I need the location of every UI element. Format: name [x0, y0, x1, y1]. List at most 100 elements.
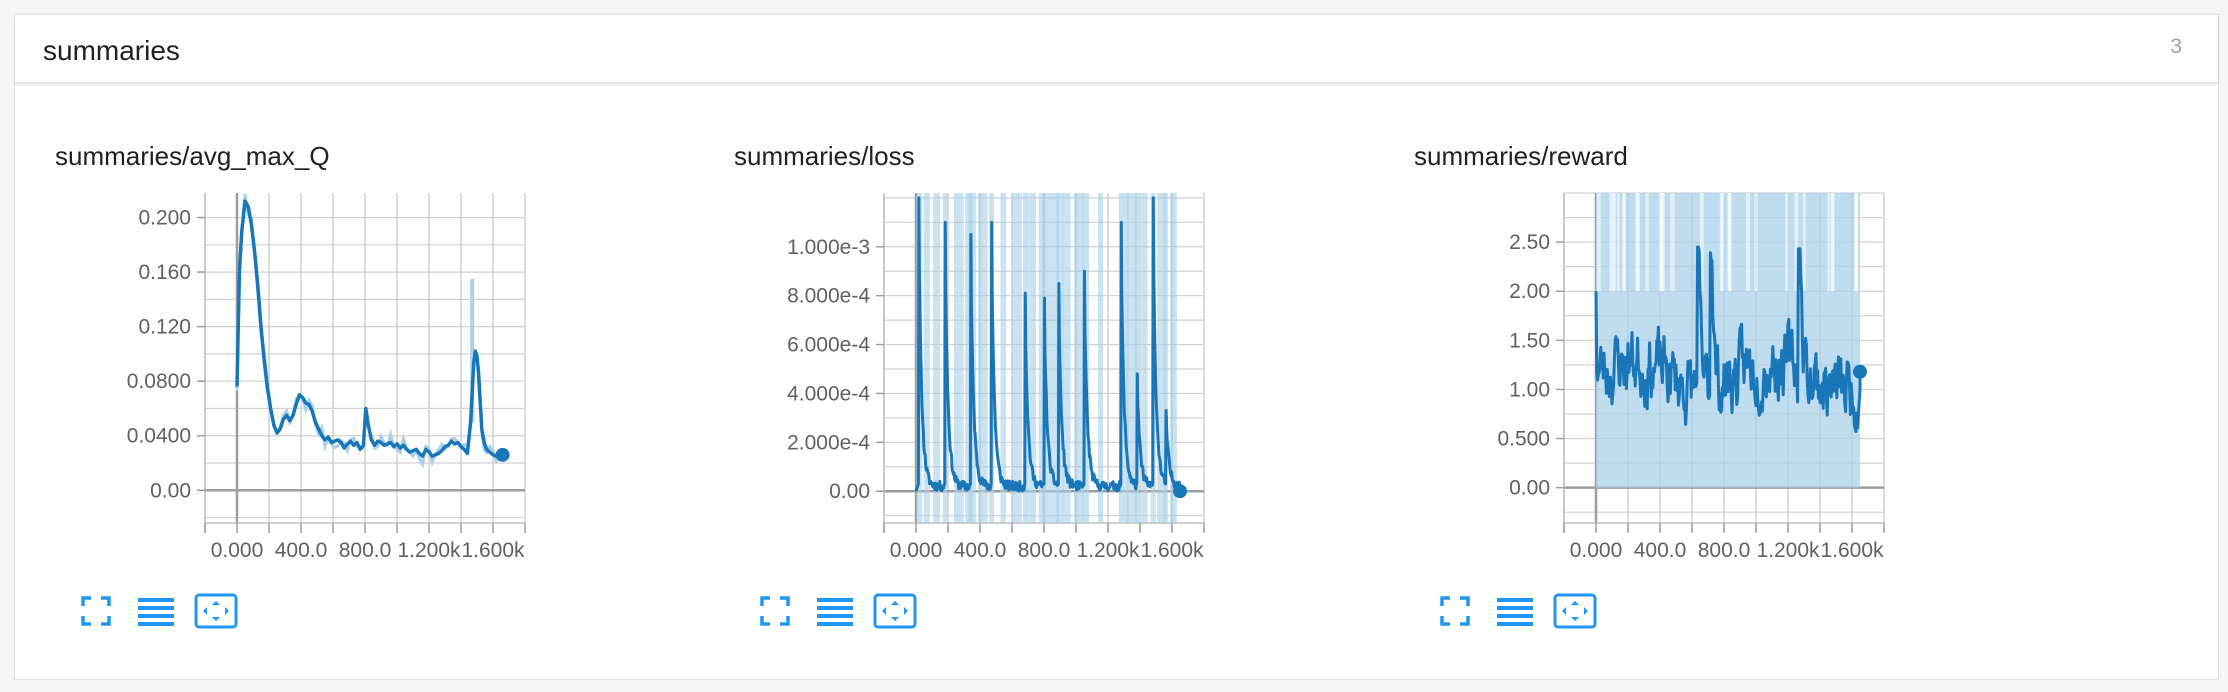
x-tick-label: 1.200k: [1076, 539, 1140, 562]
raw-band: [1170, 193, 1177, 523]
fullscreen-button[interactable]: [1432, 591, 1478, 631]
band-gap: [1636, 193, 1640, 292]
fullscreen-button[interactable]: [752, 591, 798, 631]
raw-band: [1050, 193, 1060, 523]
chart-card-loss: summaries/loss 0.00 2.000e-4 4.000e-4 6.000…: [724, 83, 1374, 673]
x-tick-label: 1.600k: [1820, 539, 1884, 562]
y-tick-label: 0.00: [1509, 477, 1550, 500]
toggle-log-scale-button[interactable]: [133, 591, 179, 631]
x-tick-label: 400.0: [275, 539, 328, 562]
raw-band: [978, 193, 988, 523]
y-tick-label: 1.50: [1509, 329, 1550, 352]
x-tick-label: 1.200k: [1756, 539, 1820, 562]
chart-svg[interactable]: 0.00 2.000e-4 4.000e-4 6.000e-4 8.000e-4 1.00…: [724, 83, 1374, 583]
band-gap: [1754, 193, 1758, 292]
summaries-panel: summaries 3 summaries/avg_max_Q 0.00 0.04…: [14, 14, 2219, 680]
raw-band: [1062, 193, 1071, 523]
y-tick-label: 0.0800: [127, 370, 191, 393]
chart-title: summaries/loss: [734, 141, 915, 171]
band-gap: [1785, 193, 1789, 292]
raw-band: [1011, 193, 1022, 523]
y-tick-label: 1.000e-3: [787, 236, 870, 259]
fit-to-data-icon: [1553, 593, 1597, 629]
band-gap: [1613, 193, 1616, 292]
chart-svg[interactable]: 0.00 0.0400 0.0800 0.120 0.160 0.200 0.000 400.…: [45, 83, 695, 583]
raw-band: [1000, 193, 1007, 523]
panel-title: summaries: [43, 35, 180, 66]
raw-band: [1141, 193, 1148, 523]
x-tick-label: 400.0: [954, 539, 1007, 562]
chart-title: summaries/reward: [1414, 141, 1628, 171]
raw-band: [1134, 193, 1140, 523]
chart-svg[interactable]: 0.00 0.500 1.00 1.50 2.00 2.50 0.000 400.0 800.0…: [1404, 83, 2054, 583]
band-gap: [1827, 193, 1830, 292]
menu-lines-icon: [1497, 598, 1533, 626]
y-tick-label: 0.00: [150, 479, 191, 502]
band-gap: [1854, 193, 1857, 292]
band-gap: [1699, 193, 1704, 292]
fit-domain-button[interactable]: [193, 591, 239, 631]
raw-band: [933, 193, 941, 523]
fit-domain-button[interactable]: [872, 591, 918, 631]
band-gap: [1609, 193, 1615, 292]
fit-to-data-icon: [194, 593, 238, 629]
band-gap: [1794, 193, 1799, 292]
band-gap: [1670, 193, 1675, 292]
y-tick-label: 0.00: [829, 480, 870, 503]
raw-band: [1163, 193, 1169, 523]
y-tick-label: 0.0400: [127, 425, 191, 448]
last-point-marker: [1853, 364, 1867, 379]
x-tick-label: 0.000: [890, 539, 943, 562]
series-line: [914, 196, 1182, 493]
fit-domain-button[interactable]: [1552, 591, 1598, 631]
band-gap: [1802, 193, 1806, 292]
series-line: [1594, 245, 1862, 433]
band-gap: [1719, 193, 1723, 292]
toggle-log-scale-button[interactable]: [1492, 591, 1538, 631]
raw-band: [1157, 193, 1166, 523]
toggle-log-scale-button[interactable]: [812, 591, 858, 631]
plot-area: [1594, 193, 1862, 488]
band-gap: [1645, 193, 1649, 292]
panel-count: 3: [2170, 35, 2182, 58]
x-tick-label: 400.0: [1634, 539, 1687, 562]
panel-header[interactable]: summaries 3: [15, 15, 2218, 83]
y-tick-label: 0.500: [1497, 428, 1550, 451]
raw-band: [923, 193, 930, 523]
band-gap: [1830, 193, 1834, 292]
raw-band: [1126, 193, 1137, 523]
band-gap: [1596, 193, 1601, 292]
chart-card-avg-max-q: summaries/avg_max_Q 0.00 0.0400 0.0800 0.12…: [45, 83, 695, 673]
x-tick-label: 800.0: [1018, 539, 1071, 562]
x-tick-label: 1.200k: [397, 539, 461, 562]
series-line: [235, 199, 504, 458]
raw-band: [1074, 193, 1084, 523]
fullscreen-icon: [760, 596, 790, 626]
y-tick-label: 0.120: [138, 316, 191, 339]
fullscreen-icon: [81, 596, 111, 626]
raw-band: [954, 193, 964, 523]
y-tick-label: 0.160: [138, 261, 191, 284]
fit-to-data-icon: [873, 593, 917, 629]
y-tick-label: 6.000e-4: [787, 334, 870, 357]
chart-title: summaries/avg_max_Q: [55, 141, 330, 171]
x-tick-label: 0.000: [1570, 539, 1623, 562]
menu-lines-icon: [817, 598, 853, 626]
band-gap: [1617, 193, 1620, 292]
x-tick-label: 1.600k: [1140, 539, 1204, 562]
last-point-marker: [495, 447, 510, 462]
plot-area: [914, 193, 1182, 523]
fullscreen-button[interactable]: [73, 591, 119, 631]
band-gap: [1745, 193, 1750, 292]
y-tick-label: 1.00: [1509, 378, 1550, 401]
raw-band: [1029, 193, 1037, 523]
fullscreen-icon: [1440, 596, 1470, 626]
y-tick-label: 2.50: [1509, 231, 1550, 254]
raw-band: [1098, 193, 1104, 523]
band-gap: [1660, 193, 1664, 292]
band-gap: [1622, 193, 1626, 292]
y-tick-label: 4.000e-4: [787, 382, 870, 405]
x-tick-label: 1.600k: [461, 539, 525, 562]
y-tick-label: 8.000e-4: [787, 285, 870, 308]
y-tick-label: 2.000e-4: [787, 431, 870, 454]
